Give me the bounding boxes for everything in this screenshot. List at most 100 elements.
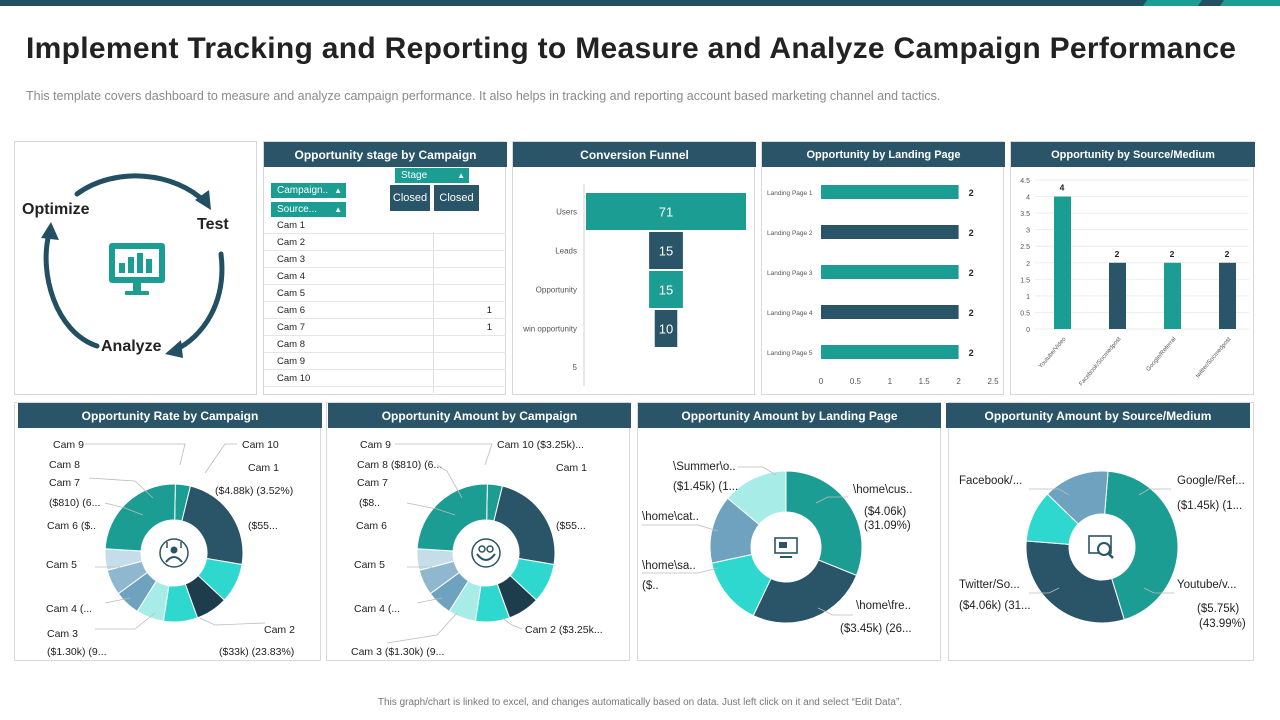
filter-arrow-icon: ▲ bbox=[334, 186, 342, 195]
amount-donut-chart: Cam 9 Cam 10 ($3.25k)... Cam 8 ($810) (6..… bbox=[351, 439, 603, 658]
donut-label: \home\sa.. bbox=[642, 560, 696, 572]
source-bar bbox=[1109, 262, 1126, 329]
donut-label: Cam 3 ($1.30k) (9... bbox=[351, 646, 444, 658]
stage-filter-button[interactable]: Stage ▲ bbox=[395, 168, 469, 183]
y-tick-label: 0.5 bbox=[1020, 310, 1030, 317]
landing-category: Landing Page 2 bbox=[767, 230, 813, 237]
source-category: Youtube/Video bbox=[1038, 336, 1068, 370]
analyze-label: Analyze bbox=[101, 338, 162, 355]
donut-label: ($.. bbox=[642, 580, 659, 592]
leader-line bbox=[88, 477, 154, 499]
donut-slice bbox=[104, 483, 176, 552]
donut-label: Cam 10 bbox=[242, 439, 279, 451]
bar-value: 2 bbox=[969, 228, 974, 238]
page-subtitle: This template covers dashboard to measur… bbox=[26, 89, 941, 103]
stage-table-panel: Opportunity stage by Campaign Stage ▲ Cam… bbox=[263, 141, 507, 395]
web-monitor-icon bbox=[774, 537, 798, 558]
donut-label: (31.09%) bbox=[864, 520, 911, 532]
optimize-label: Optimize bbox=[22, 201, 90, 218]
funnel-value: 10 bbox=[659, 322, 673, 337]
leader-line bbox=[386, 612, 458, 644]
donut-label: ($1.45k) (1... bbox=[673, 481, 738, 493]
source-bars-header: Opportunity by Source/Medium bbox=[1011, 142, 1255, 167]
source-donut-header: Opportunity Amount by Source/Medium bbox=[946, 403, 1250, 428]
source-category: Facebook/Socmedpost bbox=[1078, 336, 1122, 387]
table-row: Cam 10 bbox=[264, 370, 506, 387]
donut-slice bbox=[416, 483, 488, 552]
donut-label: Cam 7 bbox=[49, 477, 80, 489]
bar-value: 2 bbox=[969, 348, 974, 358]
donut-label: Youtube/v... bbox=[1177, 579, 1236, 591]
y-tick-label: 3.5 bbox=[1020, 211, 1030, 218]
closed-column-button[interactable]: Closed bbox=[434, 185, 479, 211]
bar-value: 2 bbox=[969, 188, 974, 198]
donut-label: \home\fre.. bbox=[856, 600, 911, 612]
closed-column-button[interactable]: Closed bbox=[390, 185, 430, 211]
stage-filter-label: Stage bbox=[401, 170, 428, 181]
landing-bars-title: Opportunity by Landing Page bbox=[806, 148, 961, 161]
donut-label: Cam 5 bbox=[354, 559, 385, 571]
source-category: Google/Referral bbox=[1146, 336, 1178, 372]
y-tick-label: 4 bbox=[1026, 195, 1030, 202]
landing-bar bbox=[821, 225, 959, 239]
table-row: Cam 2 bbox=[264, 234, 506, 251]
campaign-filter-button[interactable]: Campaign.. ▲ bbox=[271, 183, 346, 198]
leader-line bbox=[204, 443, 237, 474]
table-row: Cam 5 bbox=[264, 285, 506, 302]
donut-label: Google/Ref... bbox=[1177, 475, 1245, 487]
funnel-axis-tick: 5 bbox=[573, 363, 578, 372]
campaign-filter-label: Campaign.. bbox=[277, 185, 329, 196]
y-tick-label: 1.5 bbox=[1020, 277, 1030, 284]
funnel-bar bbox=[649, 271, 683, 308]
donut-label: ($3.45k) (26... bbox=[840, 623, 912, 635]
landing-bar bbox=[821, 305, 959, 319]
x-tick-label: 0.5 bbox=[850, 377, 862, 386]
landing-category: Landing Page 1 bbox=[767, 190, 813, 197]
table-row: Cam 7 1 bbox=[264, 319, 506, 336]
leader-line bbox=[817, 607, 853, 616]
donut-label: ($5.75k) bbox=[1197, 603, 1239, 615]
donut-label: ($55... bbox=[248, 520, 278, 532]
landing-bar bbox=[821, 185, 959, 199]
rate-donut-panel: Opportunity Rate by Campaign Cam 9 Cam 10… bbox=[14, 402, 322, 661]
filter-arrow-icon: ▲ bbox=[457, 171, 465, 180]
filter-arrow-icon: ▲ bbox=[334, 205, 342, 214]
stage-table-header: Opportunity stage by Campaign bbox=[264, 142, 507, 167]
source-filter-button[interactable]: Source... ▲ bbox=[271, 202, 346, 217]
source-bar bbox=[1219, 262, 1236, 329]
leader-line bbox=[436, 464, 463, 499]
hands-medical-icon bbox=[471, 538, 501, 568]
funnel-value: 15 bbox=[659, 244, 673, 259]
source-donut-chart: Facebook/... Google/Ref... ($1.45k) (1... T… bbox=[959, 470, 1246, 630]
funnel-category: Users bbox=[556, 208, 577, 217]
amount-donut-header: Opportunity Amount by Campaign bbox=[328, 403, 631, 428]
leader-line bbox=[642, 567, 719, 574]
monitor-chart-icon bbox=[109, 243, 165, 295]
landing-category: Landing Page 5 bbox=[767, 350, 813, 357]
donut-label: Cam 1 bbox=[248, 462, 279, 474]
y-tick-label: 2.5 bbox=[1020, 244, 1030, 251]
x-tick-label: 2.5 bbox=[987, 377, 999, 386]
rate-donut-header: Opportunity Rate by Campaign bbox=[18, 403, 322, 428]
donut-slice bbox=[1046, 470, 1109, 525]
landing-bars-panel: Opportunity by Landing Page 0 0.5 1 1.5 2 2.5… bbox=[761, 141, 1005, 395]
footer-note: This graph/chart is linked to excel, and… bbox=[377, 697, 903, 708]
campaign-name: Cam 7 bbox=[277, 322, 305, 333]
leader-line bbox=[1143, 587, 1174, 594]
donut-label: Cam 10 ($3.25k)... bbox=[497, 439, 584, 451]
campaign-name: Cam 10 bbox=[277, 373, 311, 384]
donut-label: Facebook/... bbox=[959, 475, 1022, 487]
source-bars-panel: Opportunity by Source/Medium 0 0.5 1 1.5 2 2.… bbox=[1010, 141, 1255, 395]
donut-label: ($4.88k) (3.52%) bbox=[215, 485, 293, 497]
cycle-arrows bbox=[41, 173, 225, 358]
table-row: Cam 4 bbox=[264, 268, 506, 285]
donut-label: \home\cat.. bbox=[642, 511, 699, 523]
donut-slice bbox=[1104, 470, 1179, 621]
source-category: twitter/Socmedpost bbox=[1195, 336, 1233, 379]
bar-value: 2 bbox=[969, 268, 974, 278]
bar-value: 4 bbox=[1060, 183, 1065, 193]
leader-line bbox=[738, 466, 777, 476]
rate-donut-chart: Cam 9 Cam 10 Cam 8 Cam 1 Cam 7 ($4.88k) (3.52… bbox=[46, 439, 295, 658]
donut-label: Cam 1 bbox=[556, 462, 587, 474]
source-filter-label: Source... bbox=[277, 204, 318, 215]
